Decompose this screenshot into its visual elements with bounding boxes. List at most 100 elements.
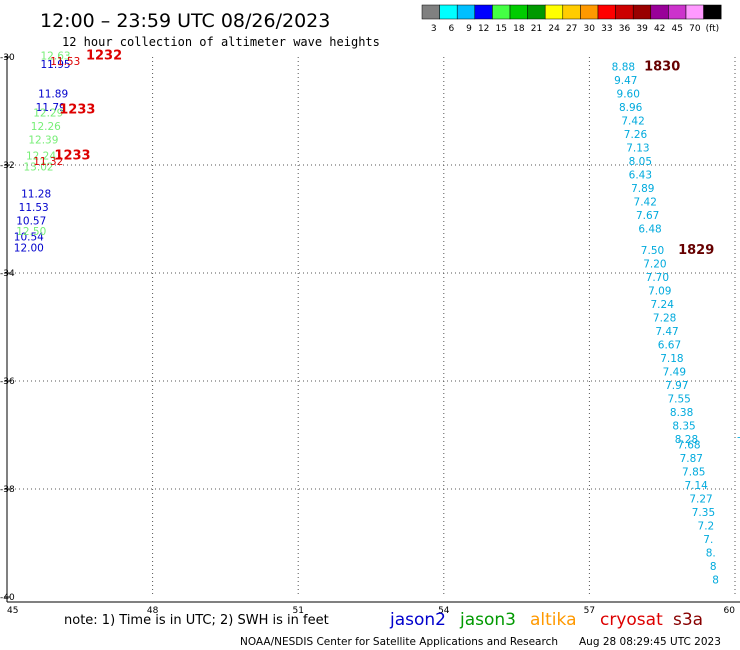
color-scale-swatch [685, 4, 704, 20]
satellite-legend: jason2 jason3 altika cryosat s3a [389, 610, 703, 630]
color-scale-swatch [544, 4, 564, 20]
color-scale-label: 45 [672, 24, 683, 34]
legend-altika: altika [530, 610, 577, 630]
wave-height-label: 6.67 [658, 340, 681, 352]
wave-height-label: 11.89 [38, 89, 68, 101]
wave-height-label: 8.88 [612, 62, 635, 74]
color-scale-label: 18 [513, 24, 525, 34]
wave-height-label: 12.00 [14, 242, 44, 254]
wave-height-label: 7.42 [634, 197, 657, 209]
wave-height-label: 8.38 [670, 407, 693, 419]
chart-title: 12:00 – 23:59 UTC 08/26/2023 [40, 10, 330, 32]
x-tick-label: 45 [7, 606, 18, 616]
color-scale-swatch [632, 4, 652, 20]
color-scale-label: 3 [431, 24, 437, 34]
wave-height-label: 7.27 [689, 494, 712, 506]
wave-height-label: 7.70 [646, 272, 669, 284]
legend-jason2: jason2 [389, 610, 446, 630]
x-tick-label: 57 [584, 606, 595, 616]
footer-timestamp: Aug 28 08:29:45 UTC 2023 [579, 636, 721, 648]
color-scale-legend: 3 6 9 12 15 18 21 24 27 30 33 36 39 42 45 70 (ft) [421, 4, 722, 34]
wave-height-label: 11.53 [19, 202, 49, 214]
wave-height-label: 11.53 [50, 56, 80, 68]
wave-height-label: 9.60 [617, 89, 640, 101]
data-series: 11.9511.8911.7911.2811.5310.5710.5412.00… [14, 49, 740, 587]
color-scale-swatch [509, 4, 528, 20]
color-scale-label: 39 [636, 24, 648, 34]
plot-area: -30-32-34-36-38-40 45 48 51 54 57 60 11.9511.… [0, 49, 740, 616]
color-scale-swatch [474, 4, 493, 20]
wave-height-label: 11.28 [21, 188, 51, 200]
wave-height-label: 10.54 [14, 232, 44, 244]
color-scale-swatch [421, 4, 440, 20]
wave-height-label: 11.32 [33, 156, 63, 168]
wave-height-label: 13.02 [24, 161, 54, 173]
wave-height-label: 8 [710, 561, 717, 573]
color-scale-label: 12 [478, 24, 489, 34]
wave-height-label: 12.29 [33, 107, 63, 119]
color-scale-label: 24 [548, 24, 560, 34]
y-tick-label: -36 [0, 377, 15, 387]
color-scale-label: 6 [448, 24, 454, 34]
wave-height-label: 7.20 [643, 259, 666, 271]
wave-height-label: 7.09 [648, 286, 671, 298]
series-s3a: 8.889.479.608.967.427.267.138.056.437.89… [612, 60, 719, 587]
edge-marker: - [737, 430, 740, 443]
wave-height-label: 8.28 [675, 434, 698, 446]
wave-height-label: 12.39 [28, 134, 58, 146]
color-scale-swatch [668, 4, 687, 20]
wave-height-label: 7.2 [698, 521, 715, 533]
color-scale-swatch [439, 4, 458, 20]
pass-time-label: 1830 [644, 60, 680, 75]
wave-height-label: 11.79 [36, 102, 66, 114]
legend-cryosat: cryosat [600, 610, 663, 630]
wave-height-label: 7.85 [682, 467, 705, 479]
color-scale-label: 36 [619, 24, 631, 34]
series-cryosat: 11.53 11.32 1232 1233 1233 [33, 49, 122, 168]
wave-height-label: 7.47 [655, 326, 678, 338]
color-scale-label: 9 [466, 24, 472, 34]
wave-height-label: 7.14 [684, 480, 708, 492]
wave-height-label: 7.42 [621, 116, 644, 128]
wave-height-label: 7.49 [663, 367, 686, 379]
wave-height-label: 7.67 [636, 210, 659, 222]
wave-height-label: 7.35 [692, 507, 715, 519]
y-tick-label: -30 [0, 53, 15, 63]
y-tick-label: -38 [0, 485, 15, 495]
wave-height-label: 8.35 [672, 421, 695, 433]
wave-height-label: 7.24 [651, 299, 675, 311]
wave-height-label: 7.28 [653, 313, 676, 325]
wave-height-label: 7.18 [660, 353, 683, 365]
pass-time-label: 1829 [678, 243, 714, 258]
wave-height-label: 11.95 [41, 59, 71, 71]
color-scale-label: 30 [584, 24, 596, 34]
wave-height-label: 6.43 [629, 170, 652, 182]
y-tick-label: -40 [0, 593, 15, 603]
color-scale-label: 42 [654, 24, 665, 34]
color-scale-swatch [615, 4, 634, 20]
x-tick-label: 54 [438, 606, 450, 616]
pass-time-label: 1232 [86, 49, 122, 64]
wave-height-label: 12.63 [41, 51, 71, 63]
wave-height-label: 7.26 [624, 129, 648, 141]
color-scale-swatch [650, 4, 669, 20]
footer-credit: NOAA/NESDIS Center for Satellite Applica… [240, 636, 558, 648]
color-scale-swatch [562, 4, 581, 20]
wave-height-label: 8.96 [619, 102, 643, 114]
wave-height-label: 12.50 [16, 226, 46, 238]
wave-height-label: 7.68 [677, 440, 700, 452]
color-scale-label: 27 [566, 24, 577, 34]
x-axis-ticks: 45 48 51 54 57 60 [7, 606, 735, 616]
wave-height-label: 12.24 [26, 151, 56, 163]
wave-height-label: 7. [703, 534, 713, 546]
wave-height-label: 7.55 [667, 394, 690, 406]
wave-height-label: 8. [706, 548, 716, 560]
x-tick-label: 51 [292, 606, 303, 616]
wave-height-label: 9.47 [614, 75, 637, 87]
grid-lines [7, 57, 736, 597]
wave-height-label: 7.89 [631, 183, 654, 195]
color-scale-label: (ft) [706, 24, 720, 34]
color-scale-swatch [527, 4, 546, 20]
